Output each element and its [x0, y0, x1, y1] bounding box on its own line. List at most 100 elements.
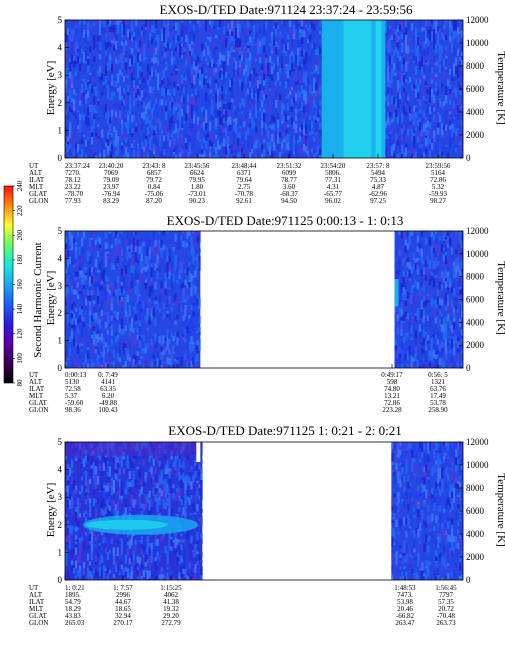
spectrogram-cell — [94, 284, 98, 290]
spectrogram-cell — [397, 116, 400, 125]
spectrogram-cell — [172, 364, 175, 368]
spectrogram-cell — [195, 100, 198, 107]
spectrogram-cell — [461, 45, 463, 53]
spectrogram-cell — [119, 20, 122, 23]
spectrogram-cell — [68, 316, 72, 321]
spectrogram-cell — [213, 48, 216, 56]
spectrogram-cell — [170, 332, 173, 337]
spectrogram-cell — [80, 254, 84, 262]
spectrogram-cell — [461, 127, 463, 136]
spectrogram-cell — [103, 20, 106, 28]
spectrogram-cell — [247, 89, 250, 95]
spectrogram-cell — [285, 42, 288, 46]
spectrogram-cell — [211, 54, 214, 59]
spectrogram-cell — [451, 44, 454, 53]
spectrogram-cell — [74, 547, 78, 555]
spectrogram-cell — [459, 60, 462, 68]
spectrogram-cell — [441, 49, 444, 54]
spectrogram-cell — [80, 337, 84, 344]
spectrogram-cell — [104, 485, 108, 493]
spectrogram-cell — [113, 139, 116, 148]
spectrogram-cell — [152, 308, 155, 317]
spectrogram-cell — [133, 88, 136, 92]
spectrogram-cell — [126, 315, 129, 323]
spectrogram-cell — [199, 73, 202, 81]
spectrogram-cell — [422, 362, 426, 366]
spectrogram-cell — [440, 270, 444, 278]
spectrogram-cell — [110, 330, 114, 336]
spectrogram-cell — [189, 142, 192, 151]
spectrogram-cell — [315, 90, 318, 97]
spectrogram-cell — [104, 507, 108, 515]
spectrogram-cell — [178, 239, 181, 249]
spectrogram-cell — [109, 20, 112, 24]
spectrogram-cell — [307, 94, 310, 104]
ephemeris-value: 1321 — [431, 378, 446, 386]
spectrogram-cell — [133, 99, 136, 107]
spectrogram-cell — [457, 112, 460, 120]
spectrogram-cell — [259, 41, 262, 47]
spectrogram-cell — [420, 309, 424, 318]
spectrogram-cell — [229, 137, 232, 146]
spectrogram-cell — [446, 267, 450, 272]
spectrogram-cell — [72, 312, 76, 322]
spectrogram-cell — [90, 267, 94, 273]
spectrogram-cell — [93, 69, 96, 75]
spectrogram-cell — [311, 90, 314, 96]
spectrogram-cell — [155, 20, 158, 29]
spectrogram-cell — [114, 561, 118, 565]
spectrogram-cell — [65, 346, 68, 349]
spectrogram-cell — [441, 101, 444, 109]
spectrogram-cell — [87, 140, 90, 148]
spectrogram-cell — [121, 95, 124, 100]
spectrogram-cell — [72, 573, 76, 579]
spectrogram-cell — [163, 27, 166, 36]
spectrogram-cell — [74, 358, 78, 368]
spectrogram-cell — [71, 20, 74, 28]
spectrogram-cell — [453, 70, 456, 77]
spectrogram-cell — [108, 505, 112, 512]
spectrogram-cell — [106, 315, 110, 319]
spectrogram-cell — [393, 35, 396, 38]
spectrogram-cell — [120, 258, 124, 261]
spectrogram-cell — [431, 149, 434, 158]
spectrogram-cell — [134, 246, 137, 253]
ephemeris-value: -68.37 — [280, 190, 299, 198]
spectrogram-cell — [177, 86, 180, 91]
spectrogram-cell — [171, 137, 174, 146]
spectrogram-cell — [132, 550, 135, 559]
spectrogram-cell — [139, 71, 142, 81]
spectrogram-cell — [251, 80, 254, 88]
spectrogram-cell — [140, 273, 143, 279]
spectrogram-cell — [135, 26, 138, 33]
spectrogram-cell — [269, 55, 272, 63]
spectrogram-cell — [97, 44, 100, 53]
spectrogram-cell — [106, 575, 110, 580]
spectrogram-cell — [178, 269, 181, 275]
spectrogram-cell — [233, 105, 236, 110]
spectrogram-cell — [196, 254, 199, 261]
spectrogram-cell — [118, 267, 122, 274]
spectrogram-cell — [160, 364, 163, 367]
spectrogram-cell — [174, 332, 177, 340]
spectrogram-cell — [195, 20, 198, 27]
spectrogram-cell — [130, 323, 133, 333]
spectrogram-cell — [443, 24, 446, 30]
spectrogram-cell — [145, 92, 148, 97]
spectrogram-cell — [432, 278, 436, 288]
spectrogram-cell — [399, 73, 402, 83]
spectrogram-cell — [104, 567, 108, 572]
spectrogram-cell — [400, 316, 403, 321]
spectrogram-cell — [68, 347, 72, 357]
spectrogram-cell — [285, 84, 288, 89]
spectrogram-cell — [283, 103, 286, 106]
spectrogram-cell — [129, 79, 132, 82]
spectrogram-cell — [92, 529, 96, 537]
spectrogram-cell — [134, 286, 137, 295]
spectrogram-cell — [65, 362, 68, 366]
spectrogram-cell — [213, 99, 216, 104]
ephemeris-row-label: MLT — [29, 392, 44, 400]
spectrogram-cell — [459, 85, 462, 91]
spectrogram-cell — [192, 268, 195, 271]
spectrogram-cell — [141, 101, 144, 105]
